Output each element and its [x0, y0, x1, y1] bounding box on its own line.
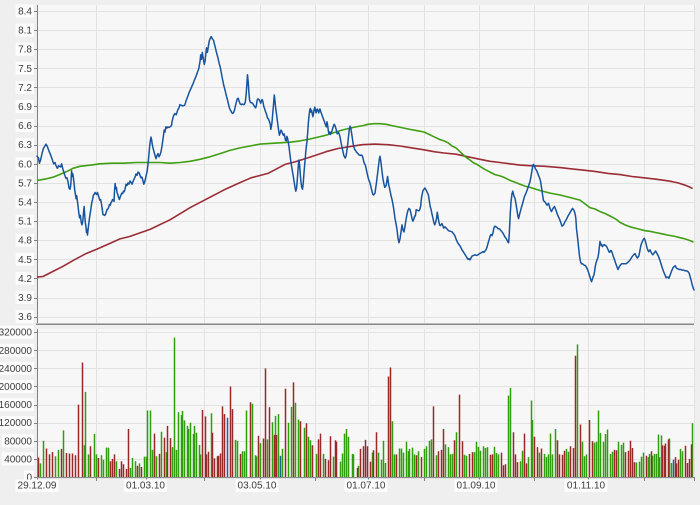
svg-text:01.07.10: 01.07.10	[347, 481, 386, 492]
svg-text:5.7: 5.7	[18, 178, 32, 189]
svg-text:200000: 200000	[0, 382, 32, 393]
svg-text:80000: 80000	[4, 436, 32, 447]
svg-text:3.9: 3.9	[18, 293, 32, 304]
svg-text:0: 0	[26, 473, 32, 484]
svg-text:01.09.10: 01.09.10	[457, 481, 496, 492]
svg-text:160000: 160000	[0, 400, 32, 411]
svg-text:6.3: 6.3	[18, 140, 32, 151]
svg-text:03.05.10: 03.05.10	[238, 481, 277, 492]
svg-text:8.1: 8.1	[18, 26, 32, 37]
svg-text:01.03.10: 01.03.10	[126, 481, 165, 492]
svg-text:240000: 240000	[0, 364, 32, 375]
svg-text:7.5: 7.5	[18, 64, 32, 75]
svg-text:29.12.09: 29.12.09	[18, 481, 57, 492]
svg-text:40000: 40000	[4, 454, 32, 465]
svg-text:8.4: 8.4	[18, 7, 32, 18]
svg-text:6.0: 6.0	[18, 159, 32, 170]
svg-text:5.4: 5.4	[18, 198, 32, 209]
svg-text:7.8: 7.8	[18, 45, 32, 56]
svg-text:280000: 280000	[0, 346, 32, 357]
svg-text:5.1: 5.1	[18, 217, 32, 228]
svg-text:6.6: 6.6	[18, 121, 32, 132]
svg-text:320000: 320000	[0, 328, 32, 339]
svg-text:120000: 120000	[0, 418, 32, 429]
svg-text:4.2: 4.2	[18, 274, 32, 285]
svg-text:7.2: 7.2	[18, 83, 32, 94]
svg-text:4.8: 4.8	[18, 236, 32, 247]
svg-text:4.5: 4.5	[18, 255, 32, 266]
svg-text:6.9: 6.9	[18, 102, 32, 113]
svg-text:3.6: 3.6	[18, 312, 32, 323]
svg-text:01.11.10: 01.11.10	[567, 481, 606, 492]
